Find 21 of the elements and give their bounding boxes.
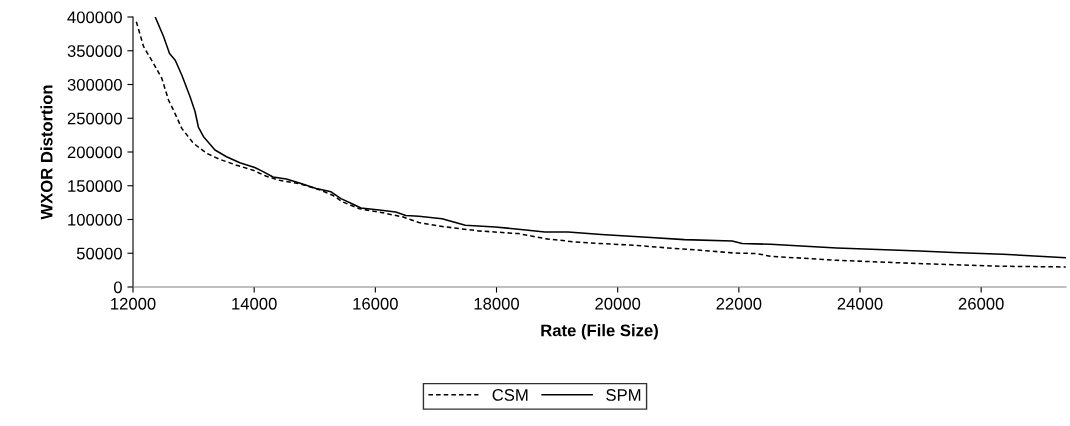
y-axis-title: WXOR Distortion — [40, 85, 53, 220]
y-tick-label: 350000 — [67, 45, 122, 57]
y-tick-label: 200000 — [67, 146, 122, 159]
y-tick-label: 250000 — [67, 112, 122, 125]
y-tick-label: 300000 — [67, 78, 122, 91]
y-tick-label: 0 — [113, 281, 122, 294]
x-tick-label: 22000 — [716, 297, 762, 310]
x-tick-label: 14000 — [232, 297, 277, 310]
x-axis-title: Rate (File Size) — [541, 324, 658, 340]
legend-label: SPM — [606, 389, 641, 401]
x-tick-label: 26000 — [958, 297, 1004, 310]
x-tick-label: 16000 — [353, 297, 398, 310]
x-tick-label: 20000 — [595, 297, 641, 310]
x-tick-label: 24000 — [837, 297, 883, 310]
y-tick-label: 100000 — [68, 213, 122, 226]
x-tick-label: 12000 — [111, 297, 156, 310]
y-tick-label: 50000 — [76, 247, 122, 260]
legend-label: CSM — [492, 389, 528, 401]
y-tick-label: 400000 — [67, 11, 122, 24]
y-tick-label: 150000 — [68, 180, 122, 192]
x-tick-label: 18000 — [474, 297, 520, 310]
